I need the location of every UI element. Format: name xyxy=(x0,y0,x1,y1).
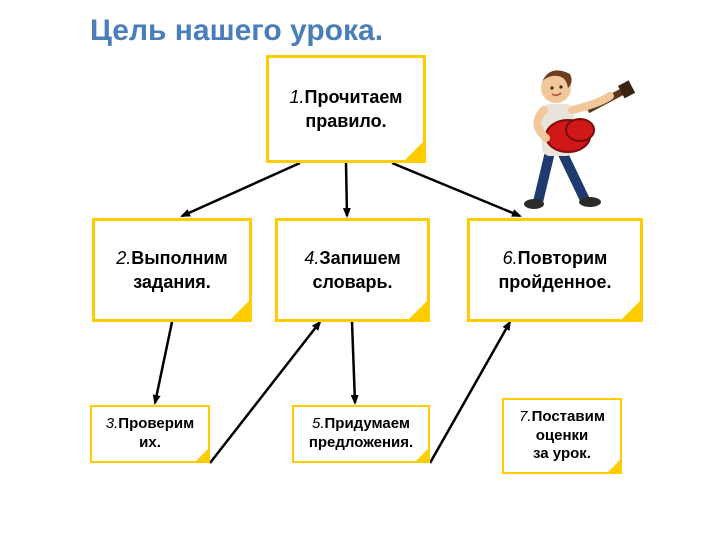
step-num: 4. xyxy=(304,248,319,268)
step-text: Придумаем xyxy=(325,415,411,432)
step-text-2: за урок. xyxy=(533,445,591,464)
step-text: Выполним xyxy=(131,248,227,268)
fold-corner xyxy=(607,459,621,473)
step-4-box: 4.Запишем словарь. xyxy=(275,218,430,322)
step-num: 5. xyxy=(312,415,325,432)
step-2-box: 2.Выполним задания. xyxy=(92,218,252,322)
fold-corner xyxy=(415,448,429,462)
step-text: Поставим оценки xyxy=(532,408,605,444)
step-5-box: 5.Придумаем предложения. xyxy=(292,405,430,463)
step-num: 1. xyxy=(290,87,305,107)
step-7-box: 7.Поставим оценки за урок. xyxy=(502,398,622,474)
step-6-box: 6.Повторим пройденное. xyxy=(467,218,643,322)
step-text: Повторим xyxy=(518,248,608,268)
step-text-2: пройденное. xyxy=(498,270,611,294)
guitarist-illustration xyxy=(490,52,640,217)
step-text-2: предложения. xyxy=(309,434,413,453)
step-num: 2. xyxy=(116,248,131,268)
fold-corner xyxy=(195,448,209,462)
fold-corner xyxy=(404,141,424,161)
step-text-2: словарь. xyxy=(312,270,392,294)
step-text-2: их. xyxy=(139,434,161,453)
step-text-2: правило. xyxy=(305,109,386,133)
step-text-2: задания. xyxy=(133,270,211,294)
fold-corner xyxy=(621,300,641,320)
step-num: 3. xyxy=(106,415,119,432)
step-num: 7. xyxy=(519,408,532,425)
step-num: 6. xyxy=(503,248,518,268)
fold-corner xyxy=(408,300,428,320)
step-text: Запишем xyxy=(319,248,400,268)
page-title: Цель нашего урока. xyxy=(90,14,383,48)
fold-corner xyxy=(230,300,250,320)
step-text: Проверим xyxy=(118,415,194,432)
step-text: Прочитаем xyxy=(305,87,403,107)
step-3-box: 3.Проверим их. xyxy=(90,405,210,463)
step-1-box: 1.Прочитаем правило. xyxy=(266,55,426,163)
